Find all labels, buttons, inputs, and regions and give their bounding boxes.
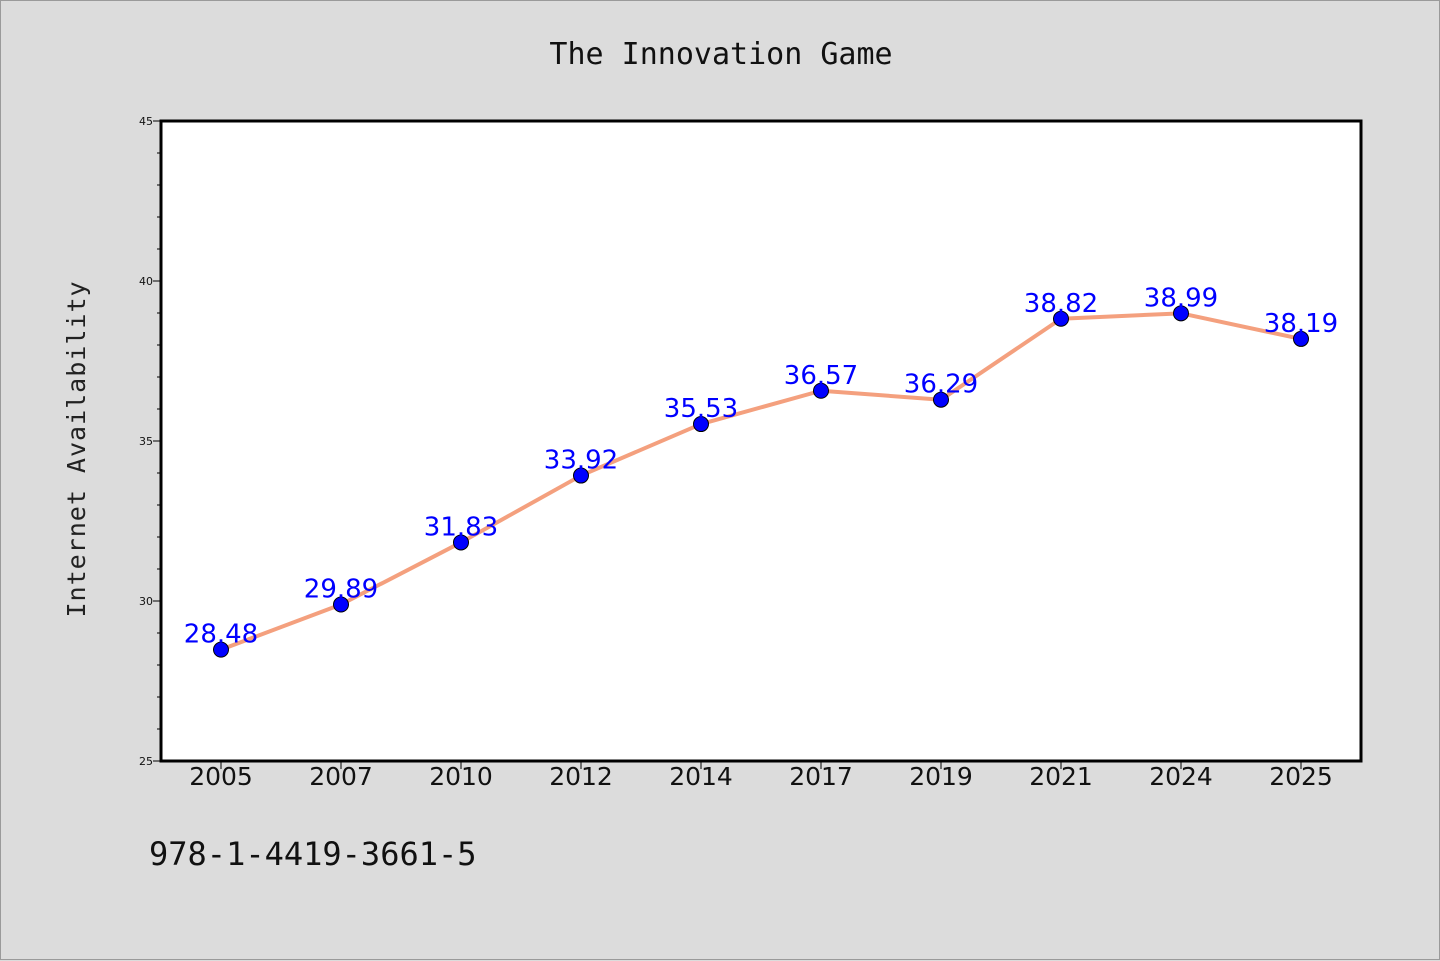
data-label: 35.53 [664,394,738,424]
y-tick-label: 25 [139,755,153,768]
data-labels: 28.48 29.89 31.83 33.92 35.53 36.57 36.29 38.82… [184,283,1338,649]
x-tick-label: 2005 [189,762,253,791]
y-tick-label: 40 [139,275,153,288]
data-point [933,391,949,408]
data-point [1293,330,1309,347]
x-tick-label: 2025 [1269,762,1333,791]
plot-border [159,119,1363,763]
x-tick-label: 2024 [1149,762,1213,791]
data-label: 29.89 [304,575,378,605]
data-label: 33.92 [544,446,618,476]
data-point [213,641,229,658]
y-tick-label: 45 [139,115,153,128]
data-point [333,596,349,613]
data-label: 28.48 [184,620,258,650]
series-layer [213,305,1309,658]
y-tick-label: 35 [139,435,153,448]
data-label: 38.82 [1024,289,1098,319]
series-line [219,311,1303,652]
axis-ticks: 25 30 35 40 45 2005 2007 2010 2012 2014 2017 2019 20… [139,115,1333,791]
x-tick-label: 2021 [1029,762,1093,791]
data-point [693,416,709,433]
data-label: 31.83 [424,512,498,542]
data-point [1053,310,1069,327]
data-label: 38.19 [1264,309,1338,339]
data-point [813,382,829,399]
x-tick-label: 2014 [669,762,733,791]
x-tick-label: 2017 [789,762,853,791]
x-tick-label: 2019 [909,762,973,791]
x-tick-label: 2007 [309,762,373,791]
chart-title: The Innovation Game [549,37,892,72]
caption-isbn: 978-1-4419-3661-5 [149,835,477,873]
data-point [1173,305,1189,322]
data-label: 38.99 [1144,283,1218,313]
y-axis-label: Internet Availability [62,280,91,617]
x-tick-label: 2010 [429,762,493,791]
x-tick-label: 2012 [549,762,613,791]
data-label: 36.29 [904,370,978,400]
data-point [453,534,469,551]
plot-area [161,121,1361,761]
data-point [573,467,589,484]
y-tick-label: 30 [139,595,153,608]
data-label: 36.57 [784,361,858,391]
